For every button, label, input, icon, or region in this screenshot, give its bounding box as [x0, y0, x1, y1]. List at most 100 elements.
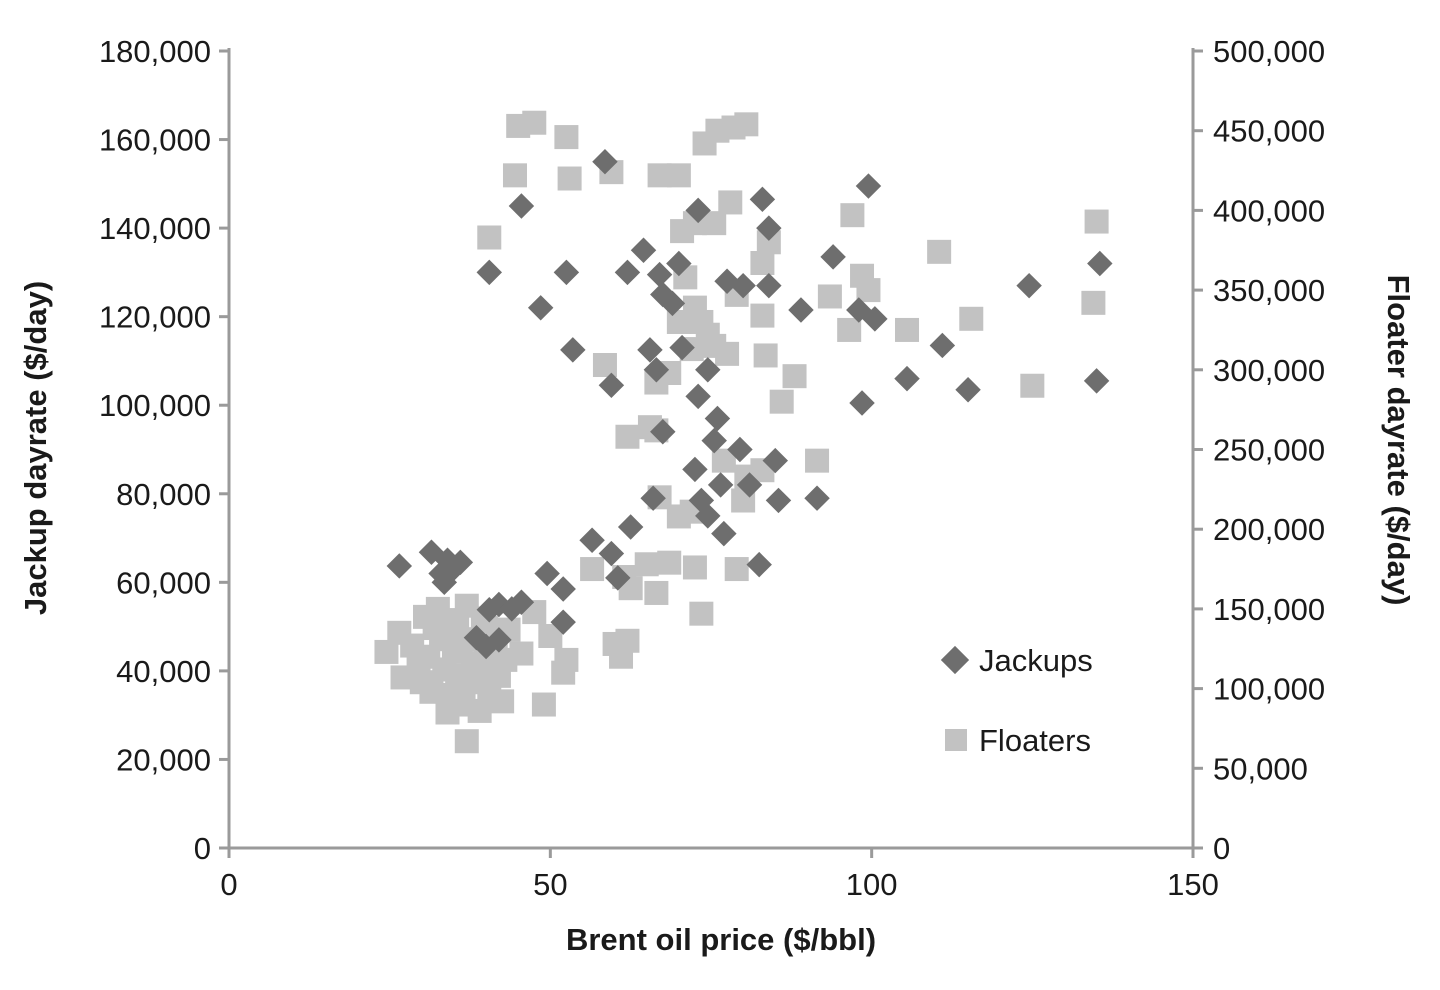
jackup-point [614, 259, 641, 286]
jackup-point [685, 383, 711, 410]
jackup-point [386, 553, 413, 579]
floater-point [413, 604, 438, 629]
left-y-tick-label: 120,000 [99, 300, 211, 335]
floater-point [435, 700, 460, 725]
legend: Jackups Floaters [940, 643, 1093, 758]
right-y-tick-label: 50,000 [1213, 751, 1308, 786]
x-axis-ticks: 0 50 100 150 [220, 848, 1219, 902]
jackup-point [711, 520, 737, 547]
jackup-point [820, 244, 846, 270]
jackup-point [685, 197, 711, 224]
jackup-point [788, 297, 814, 323]
floater-point [750, 251, 775, 276]
floater-point [837, 317, 862, 342]
right-y-tick-label: 400,000 [1213, 193, 1325, 228]
floater-point [1081, 290, 1106, 315]
jackup-point [701, 427, 727, 454]
floater-point [840, 203, 865, 228]
jackup-point [849, 390, 875, 416]
jackup-point [682, 456, 708, 483]
jackup-point [550, 609, 576, 635]
jackup-point [929, 332, 956, 359]
jackup-point [804, 485, 830, 511]
floater-point [1020, 373, 1045, 398]
floater-point [445, 678, 470, 703]
jackup-point [630, 237, 657, 263]
jackup-point [476, 259, 503, 286]
floater-point [750, 303, 775, 328]
jackup-point [1016, 272, 1042, 299]
jackup-point [736, 472, 763, 498]
jackup-point [550, 576, 576, 602]
left-y-axis-ticks: 0 20,000 40,000 60,000 80,000 100,000 120,000 1… [99, 34, 229, 866]
floater-point [805, 448, 830, 473]
jackup-point [508, 589, 535, 615]
jackup-point [447, 549, 474, 576]
jackup-point [527, 295, 554, 321]
jackup-point [643, 357, 670, 383]
floater-point [666, 163, 691, 188]
jackup-point [1087, 250, 1113, 277]
right-y-axis-title: Floater dayrate ($/day) [1381, 275, 1416, 606]
jackup-point [431, 569, 458, 596]
floater-point [753, 343, 778, 368]
floater-point [531, 692, 556, 717]
floater-point [959, 306, 984, 331]
right-y-tick-label: 350,000 [1213, 273, 1325, 308]
jackup-point [762, 447, 788, 474]
floater-point [682, 555, 707, 580]
floater-point [718, 190, 743, 215]
jackup-point [666, 250, 692, 277]
floater-point [769, 389, 794, 414]
left-y-tick-label: 60,000 [116, 565, 211, 600]
floater-point [895, 317, 920, 342]
left-y-tick-label: 0 [194, 831, 211, 866]
right-y-tick-label: 200,000 [1213, 512, 1325, 547]
floater-point [557, 166, 582, 191]
jackup-point [756, 215, 782, 241]
jackup-point [508, 193, 535, 219]
jackup-point [862, 306, 888, 332]
x-tick-label: 0 [220, 867, 237, 902]
floater-point [615, 424, 640, 449]
floater-point [493, 647, 518, 672]
jackup-point [560, 337, 586, 363]
floater-point [477, 225, 502, 250]
jackup-point [707, 472, 734, 498]
floater-point [490, 689, 515, 714]
jackup-point [730, 272, 756, 299]
floater-point [634, 552, 659, 577]
right-y-tick-label: 450,000 [1213, 114, 1325, 149]
x-tick-label: 50 [533, 867, 567, 902]
jackup-point [704, 405, 731, 432]
floater-point [817, 284, 842, 309]
legend-floaters-label: Floaters [979, 723, 1091, 758]
x-tick-label: 100 [846, 867, 898, 902]
jackup-point [746, 551, 772, 578]
jackup-point [486, 627, 512, 653]
jackup-point [640, 485, 666, 511]
floater-point [554, 125, 579, 150]
jackup-point [955, 376, 981, 403]
jackup-point [669, 334, 695, 361]
jackup-point [592, 148, 618, 175]
floater-point [522, 110, 547, 135]
jackup-point [579, 527, 605, 553]
left-y-tick-label: 80,000 [116, 477, 211, 512]
right-y-tick-label: 0 [1213, 831, 1230, 866]
floater-point [551, 660, 576, 685]
left-y-tick-label: 180,000 [99, 34, 211, 69]
right-y-axis-ticks: 0 50,000 100,000 150,000 200,000 250,000 300,0… [1193, 34, 1325, 866]
legend-jackups-marker [940, 645, 970, 675]
left-y-axis-title: Jackup dayrate ($/day) [18, 281, 53, 615]
series-layer [374, 110, 1113, 754]
floater-point [782, 364, 807, 389]
left-y-tick-label: 100,000 [99, 388, 211, 423]
floater-point [702, 211, 727, 236]
jackup-point [605, 565, 631, 591]
series-jackups [386, 148, 1113, 660]
left-y-tick-label: 20,000 [116, 742, 211, 777]
legend-jackups-label: Jackups [979, 643, 1093, 678]
